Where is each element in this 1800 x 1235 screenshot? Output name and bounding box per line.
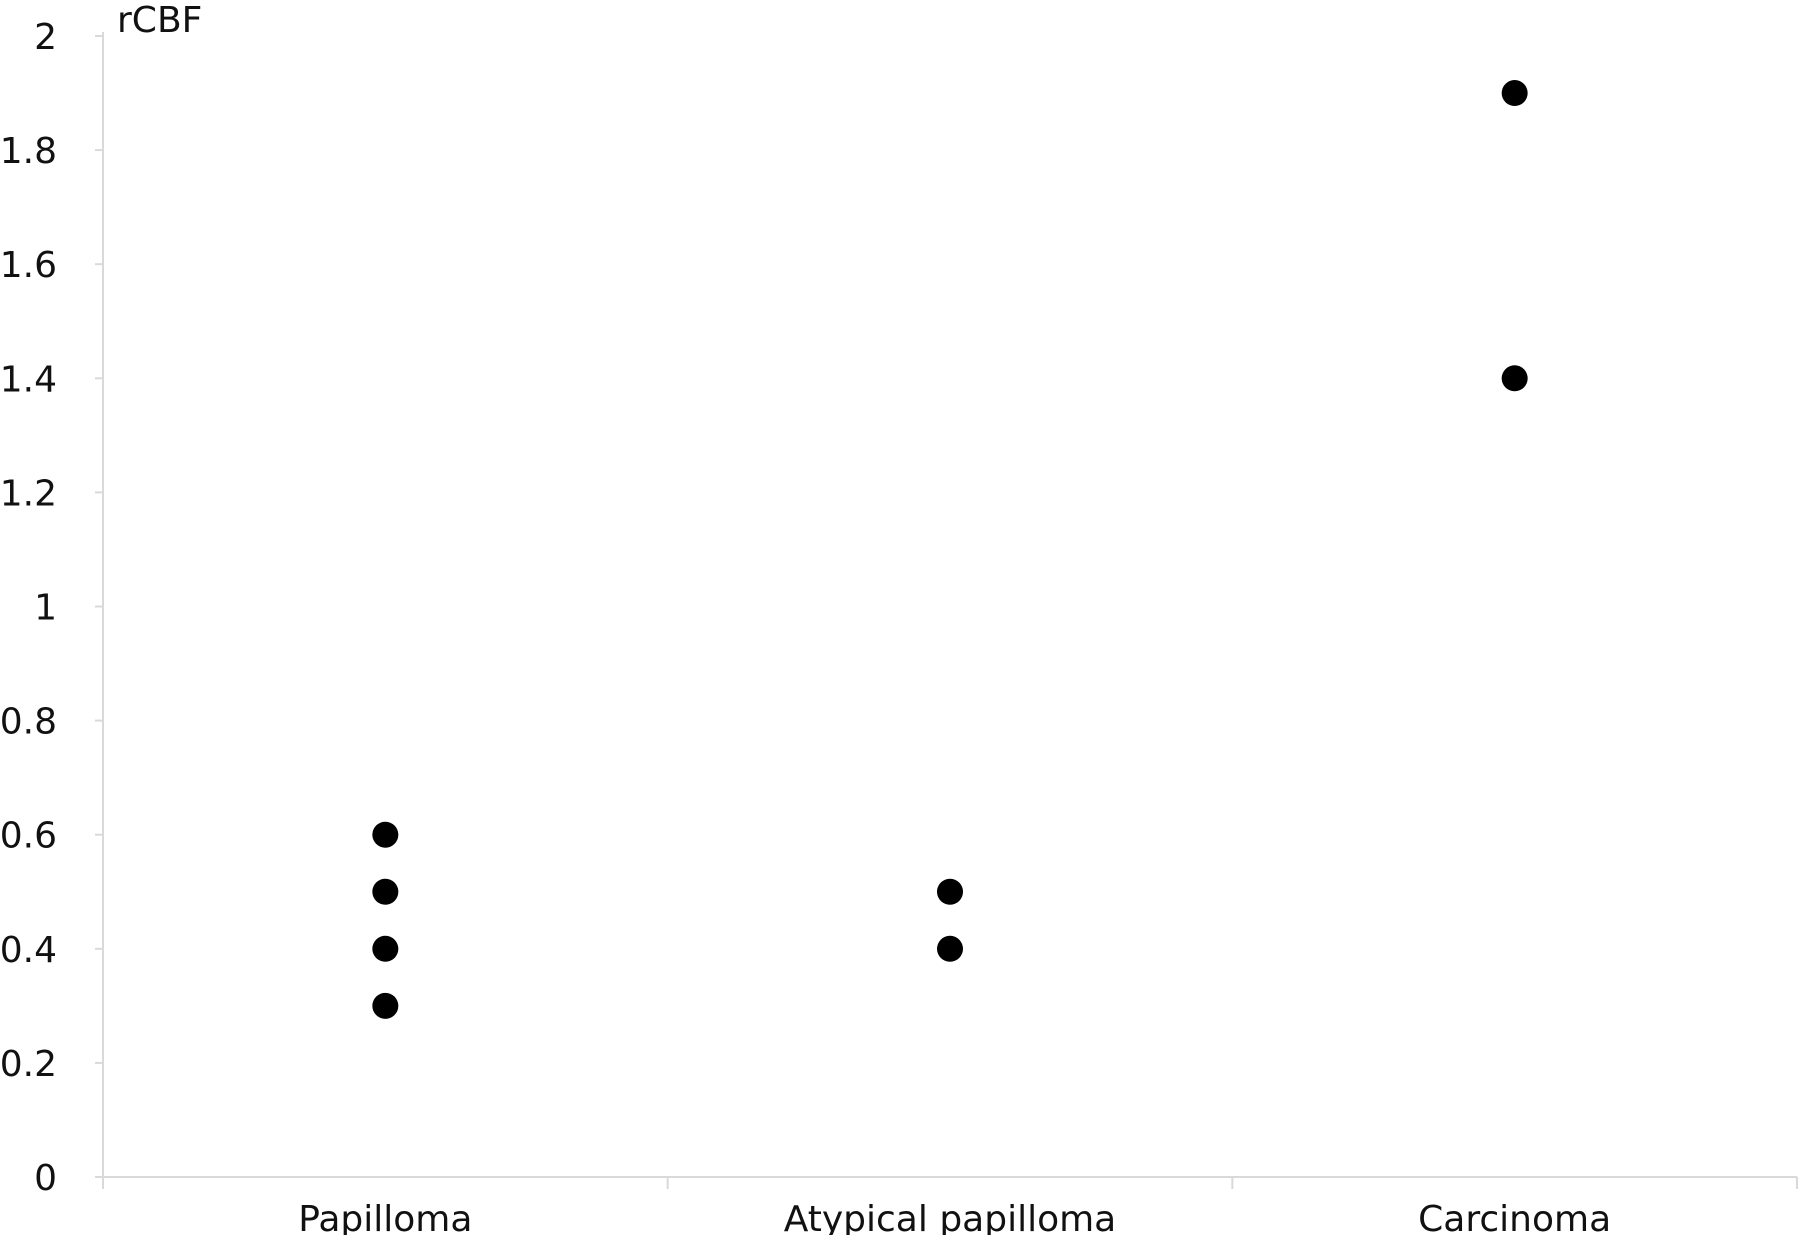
data-points: [372, 80, 1528, 1019]
y-tick-label: 1.4: [0, 359, 57, 400]
data-point: [372, 878, 399, 905]
data-point: [937, 878, 963, 905]
data-point: [372, 992, 399, 1019]
y-tick-label: 0.8: [0, 702, 57, 743]
data-point: [372, 935, 399, 962]
x-category-label: Atypical papilloma: [784, 1199, 1117, 1235]
data-point: [1501, 80, 1528, 107]
y-tick-label: 0.2: [0, 1044, 57, 1085]
y-tick-label: 1.2: [0, 473, 57, 514]
x-category-label: Carcinoma: [1418, 1199, 1611, 1235]
y-tick-label: 0.4: [0, 930, 57, 971]
data-point: [937, 935, 963, 962]
y-tick-label: 0.6: [0, 816, 57, 857]
y-axis-ticks: 0 0.2 0.4 0.6 0.8 1 1.2 1.4 1.6 1.8 2: [0, 17, 103, 1199]
y-tick-label: 1.8: [0, 131, 57, 172]
data-point: [1501, 365, 1528, 392]
y-tick-label: 2: [34, 17, 57, 58]
y-tick-label: 0: [34, 1158, 57, 1199]
x-axis-ticks: Papilloma Atypical papilloma Carcinoma: [102, 1177, 1798, 1235]
y-tick-label: 1: [34, 588, 57, 629]
x-category-label: Papilloma: [298, 1199, 472, 1235]
data-point: [372, 821, 399, 848]
axes: [102, 32, 1797, 1178]
y-tick-label: 1.6: [0, 245, 57, 286]
y-axis-title: rCBF: [117, 0, 202, 41]
